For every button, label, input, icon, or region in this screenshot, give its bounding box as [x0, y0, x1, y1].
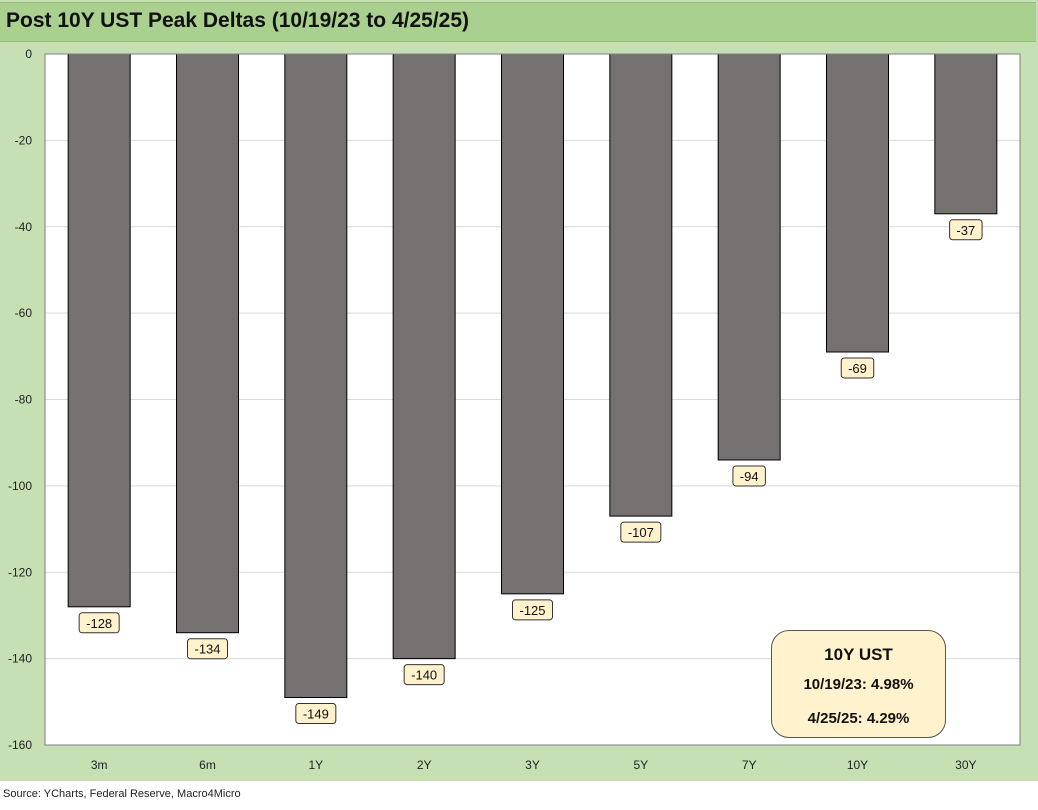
x-tick-label: 1Y — [308, 758, 323, 772]
info-box-value: 4.98% — [871, 676, 914, 693]
y-tick-label: -80 — [15, 393, 33, 407]
data-label: -149 — [303, 706, 329, 721]
data-label-box — [78, 612, 120, 634]
x-tick-label: 2Y — [417, 758, 432, 772]
y-tick-label: -100 — [8, 479, 32, 493]
y-tick-label: -120 — [8, 565, 32, 579]
source-footnote: Source: YCharts, Federal Reserve, Macro4… — [3, 788, 241, 800]
y-tick-label: -40 — [15, 220, 33, 234]
data-label: -140 — [411, 668, 437, 683]
data-label-box — [949, 219, 983, 241]
data-label-box — [403, 664, 445, 686]
data-label-box — [840, 357, 875, 379]
data-label-box — [620, 521, 662, 543]
bar — [176, 53, 239, 634]
y-tick-label: -20 — [15, 133, 33, 147]
info-box-row: 4/25/25: 4.29% — [772, 710, 945, 727]
bar — [67, 53, 131, 608]
chart-plot: 0 -20 -40 -60 -80 -100 -120 -140 -160 -128 3m -134 6… — [8, 47, 1021, 772]
info-box: 10Y UST 10/19/23: 4.98% 4/25/25: 4.29% — [771, 630, 946, 738]
info-box-date: 10/19/23: — [803, 676, 867, 693]
data-label-box — [512, 599, 553, 621]
data-label: -107 — [628, 525, 654, 540]
y-tick-label: 0 — [25, 47, 32, 61]
bar — [501, 53, 564, 595]
data-label: -128 — [86, 616, 112, 631]
plot-border — [44, 53, 1021, 746]
info-box-title: 10Y UST — [824, 645, 893, 664]
data-label: -134 — [194, 642, 220, 657]
title-bar: Post 10Y UST Peak Deltas (10/19/23 to 4/… — [0, 2, 1036, 42]
x-tick-label: 5Y — [633, 758, 648, 772]
x-tick-label: 3m — [91, 758, 108, 772]
data-label-box — [187, 638, 228, 660]
x-tick-label: 6m — [199, 758, 216, 772]
y-tick-label: -160 — [8, 738, 32, 752]
data-label-box — [732, 465, 766, 487]
bar — [934, 53, 998, 215]
x-tick-label: 10Y — [847, 758, 868, 772]
data-label: -69 — [848, 361, 867, 376]
data-label: -37 — [956, 223, 975, 238]
data-label: -94 — [740, 469, 759, 484]
info-box-value: 4.29% — [866, 710, 910, 727]
y-tick-label: -60 — [15, 306, 33, 320]
bar — [284, 53, 348, 698]
data-label-box — [295, 702, 337, 724]
bar — [717, 53, 781, 461]
data-label: -125 — [519, 603, 545, 618]
x-tick-label: 3Y — [525, 758, 540, 772]
bar — [392, 53, 456, 660]
x-tick-label: 7Y — [742, 758, 757, 772]
info-box-date: 4/25/25: — [807, 710, 863, 727]
bar — [609, 53, 673, 517]
x-tick-label: 30Y — [955, 758, 976, 772]
y-tick-label: -140 — [8, 652, 32, 666]
chart-title: Post 10Y UST Peak Deltas (10/19/23 to 4/… — [6, 9, 470, 32]
info-box-row: 10/19/23: 4.98% — [772, 676, 945, 693]
bar — [826, 53, 889, 353]
